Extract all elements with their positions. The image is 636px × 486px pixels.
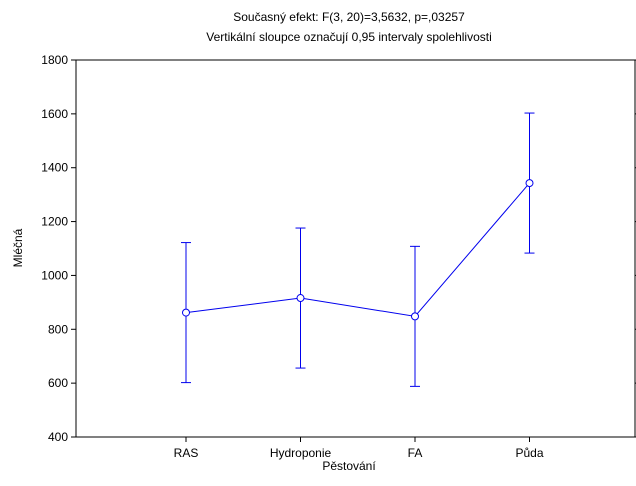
y-tick-label: 600 xyxy=(48,376,68,390)
x-axis: RAS Hydroponie FA Půda xyxy=(174,437,544,460)
y-tick-label: 1400 xyxy=(41,161,68,175)
y-tick-label: 1200 xyxy=(41,215,68,229)
y-axis-label: Mléčná xyxy=(11,228,25,267)
y-tick-label: 400 xyxy=(48,430,68,444)
y-axis: 400 600 800 1000 1200 1400 1600 1800 xyxy=(41,53,636,444)
data-point xyxy=(182,308,190,317)
y-tick-label: 800 xyxy=(48,322,68,336)
chart-subtitle: Vertikální sloupce označují 0,95 interva… xyxy=(206,30,492,44)
chart-title: Současný efekt: F(3, 20)=3,5632, p=,0325… xyxy=(233,10,465,24)
y-tick-label: 1000 xyxy=(41,268,68,282)
data-point xyxy=(411,312,419,321)
x-axis-label: Pěstování xyxy=(322,459,376,473)
x-tick-label: Půda xyxy=(515,446,543,460)
x-tick-label: RAS xyxy=(174,446,199,460)
series-line xyxy=(185,182,530,317)
y-tick-label: 1800 xyxy=(41,53,68,67)
x-tick-label: Hydroponie xyxy=(270,446,332,460)
x-tick-label: FA xyxy=(408,446,423,460)
series-group xyxy=(181,112,535,387)
y-tick-label: 1600 xyxy=(41,107,68,121)
data-point xyxy=(525,179,534,188)
data-point xyxy=(296,294,305,303)
plot-frame xyxy=(75,59,636,438)
